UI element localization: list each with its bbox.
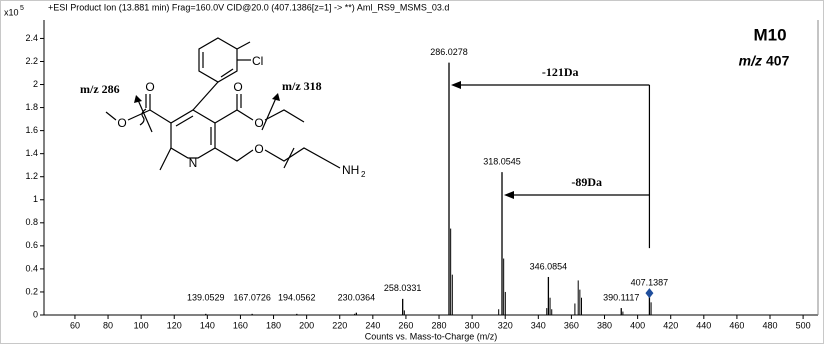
- peak-label: 318.0545: [483, 156, 521, 166]
- bond: [192, 81, 219, 111]
- precursor-prefix: m/z: [739, 53, 762, 69]
- y-tick-label: 0.4: [25, 263, 38, 273]
- x-tick-label: 160: [233, 320, 248, 330]
- x-tick-label: 200: [299, 320, 314, 330]
- y-tick-label: 0.2: [25, 286, 38, 296]
- y-multiplier-exponent: 5: [20, 5, 24, 12]
- fragment-arrow: [261, 97, 277, 131]
- arrow-head: [272, 93, 280, 101]
- arrow-head: [504, 191, 515, 199]
- bond: [236, 41, 251, 50]
- cleavage-mark: [283, 147, 295, 169]
- loss-label: -89Da: [571, 175, 602, 189]
- y-tick-label: 1.6: [25, 125, 38, 135]
- peak-label: 286.0278: [430, 47, 468, 57]
- y-tick-label: 1.8: [25, 102, 38, 112]
- x-tick-label: 100: [134, 320, 149, 330]
- y-multiplier: x10: [4, 7, 19, 17]
- bond: [214, 147, 254, 162]
- atom-label: N: [189, 156, 198, 170]
- loss-label: -121Da: [542, 65, 579, 79]
- atom-label: O: [254, 116, 263, 130]
- atom-label: O: [254, 142, 263, 156]
- precursor-marker: [645, 288, 654, 299]
- x-tick-label: 120: [167, 320, 182, 330]
- precursor-mass: 407: [766, 53, 790, 69]
- phenyl-ring: [198, 37, 238, 83]
- x-tick-label: 400: [630, 320, 645, 330]
- bond: [127, 109, 172, 124]
- fragment-label: m/z 286: [80, 82, 120, 96]
- x-tick-label: 360: [564, 320, 579, 330]
- y-tick-label: 0: [33, 309, 38, 319]
- fragment-label: m/z 318: [282, 79, 322, 93]
- x-tick-label: 440: [696, 320, 711, 330]
- x-tick-label: 260: [398, 320, 413, 330]
- y-tick-label: 0.6: [25, 240, 38, 250]
- peak-label: 346.0854: [530, 261, 568, 271]
- x-tick-label: 140: [200, 320, 215, 330]
- peak-label: 194.0562: [278, 292, 316, 302]
- x-tick-label: 80: [103, 320, 113, 330]
- peak-label: 258.0331: [384, 283, 422, 293]
- peak-label: 230.0364: [338, 292, 376, 302]
- atom-label: Cl: [252, 54, 263, 68]
- y-tick-label: 1.2: [25, 171, 38, 181]
- peak-label: 407.1387: [631, 277, 669, 287]
- x-tick-label: 320: [498, 320, 513, 330]
- y-tick-label: 1: [33, 194, 38, 204]
- bond: [220, 68, 234, 78]
- x-tick-label: 300: [465, 320, 480, 330]
- x-tick-label: 420: [663, 320, 678, 330]
- x-tick-label: 380: [597, 320, 612, 330]
- pyridine-ring: [170, 109, 216, 159]
- arrow-head: [451, 81, 462, 89]
- x-tick-label: 340: [531, 320, 546, 330]
- x-tick-label: 480: [762, 320, 777, 330]
- arrow-head: [134, 95, 142, 103]
- y-tick-label: 2.2: [25, 56, 38, 66]
- atom-label: O: [117, 116, 126, 130]
- x-tick-label: 220: [332, 320, 347, 330]
- x-tick-label: 500: [796, 320, 811, 330]
- x-axis-label: Counts vs. Mass-to-Charge (m/z): [365, 331, 498, 341]
- bond: [159, 147, 172, 171]
- compound-label: M10: [753, 25, 786, 44]
- y-tick-label: 2: [33, 79, 38, 89]
- x-tick-label: 280: [432, 320, 447, 330]
- y-tick-label: 1.4: [25, 148, 38, 158]
- x-tick-label: 240: [365, 320, 380, 330]
- bond: [264, 147, 341, 169]
- atom-subscript: 2: [361, 170, 366, 179]
- fragment-arrow: [137, 99, 153, 133]
- atom-label: O: [145, 80, 154, 94]
- x-tick-label: 180: [266, 320, 281, 330]
- y-tick-label: 2.4: [25, 33, 38, 43]
- peak-label: 139.0529: [187, 292, 225, 302]
- bond: [175, 115, 194, 127]
- bond: [105, 111, 117, 121]
- y-tick-label: 0.8: [25, 217, 38, 227]
- atom-label: O: [233, 80, 242, 94]
- bond: [214, 109, 254, 124]
- x-tick-label: 460: [729, 320, 744, 330]
- peak-label: 167.0726: [233, 292, 271, 302]
- x-tick-label: 60: [70, 320, 80, 330]
- structure: Cl N O O O O O NH 2 m/z 286 m/z 318: [80, 37, 366, 179]
- chart-title: +ESI Product Ion (13.881 min) Frag=160.0…: [48, 2, 449, 12]
- peak-label: 390.1117: [603, 292, 639, 302]
- atom-label: NH: [342, 163, 359, 177]
- bond: [264, 109, 305, 123]
